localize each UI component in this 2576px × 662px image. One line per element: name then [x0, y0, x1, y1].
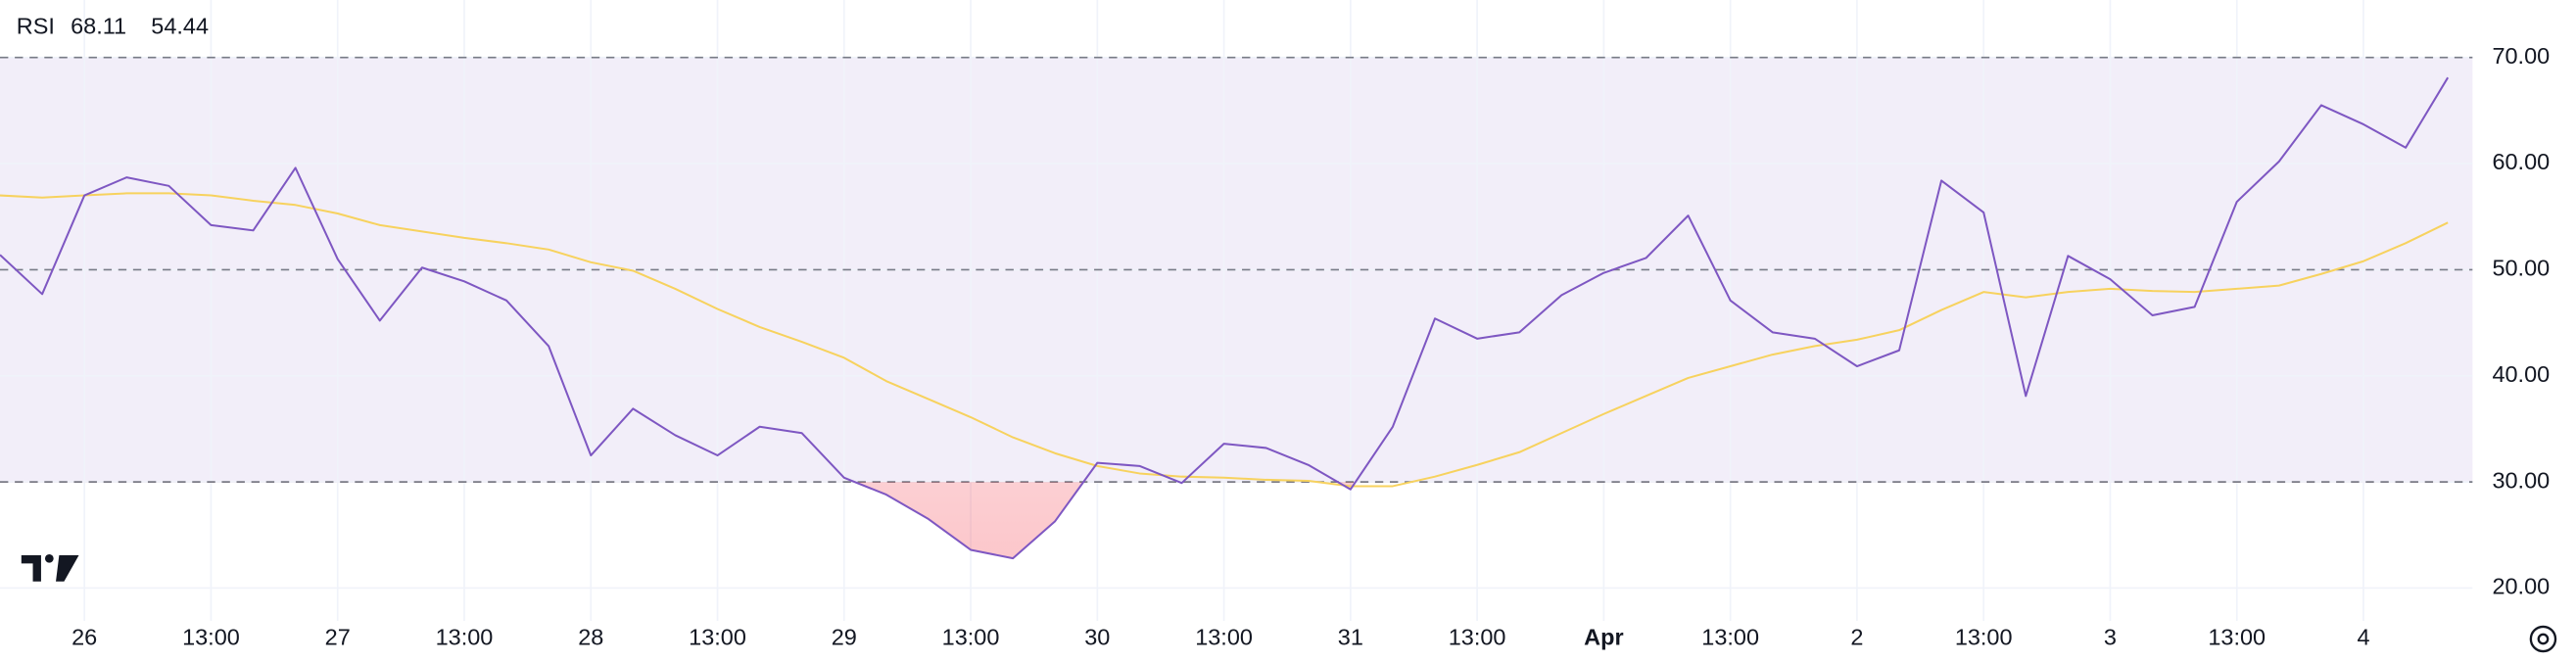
x-tick-label: 13:00	[1955, 625, 2013, 650]
y-tick-label: 60.00	[2492, 149, 2550, 174]
y-tick-label: 20.00	[2492, 574, 2550, 599]
x-tick-label: 3	[2104, 625, 2117, 650]
x-tick-label: 2	[1850, 625, 1863, 650]
plot-layer: 20.00 30.00 40.00 50.00 60.00 70.00 26 13:00 27 1…	[0, 43, 2550, 650]
x-tick-label: 26	[72, 625, 97, 650]
logo-part	[21, 554, 41, 582]
x-tick-label: 30	[1084, 625, 1110, 650]
legend-value: 54.44	[151, 14, 209, 39]
x-tick-label: 13:00	[1701, 625, 1759, 650]
settings-center[interactable]	[2537, 633, 2550, 645]
x-tick-label: 13:00	[2208, 625, 2266, 650]
y-tick-label: 40.00	[2492, 361, 2550, 387]
oversold-fill	[854, 482, 1356, 559]
y-tick-label: 30.00	[2492, 467, 2550, 493]
x-tick-label: 13:00	[689, 625, 746, 650]
x-tick-label: 13:00	[942, 625, 1000, 650]
x-tick-label: 28	[578, 625, 603, 650]
x-tick-label: 31	[1338, 625, 1363, 650]
x-tick-label: 13:00	[1449, 625, 1506, 650]
x-tick-label: 13:00	[182, 625, 240, 650]
y-tick-label: 50.00	[2492, 256, 2550, 281]
settings-ring[interactable]	[2529, 625, 2557, 653]
series-line	[0, 76, 2450, 560]
x-tick-label: 13:00	[1195, 625, 1253, 650]
x-tick-label: Apr	[1584, 625, 1623, 650]
x-tick-label: 27	[325, 625, 351, 650]
indicator-name: RSI	[17, 14, 55, 39]
legend-value: 68.11	[71, 14, 126, 39]
background-layer	[0, 0, 2473, 622]
logo-part	[44, 553, 54, 563]
x-tick-label: 4	[2357, 625, 2369, 650]
x-tick-label: 29	[832, 625, 857, 650]
settings-icon[interactable]	[2529, 625, 2557, 653]
series-line	[0, 192, 2449, 488]
logo	[21, 553, 79, 582]
logo-part	[56, 554, 79, 582]
x-tick-label: 13:00	[436, 625, 494, 650]
y-tick-label: 70.00	[2492, 43, 2550, 69]
